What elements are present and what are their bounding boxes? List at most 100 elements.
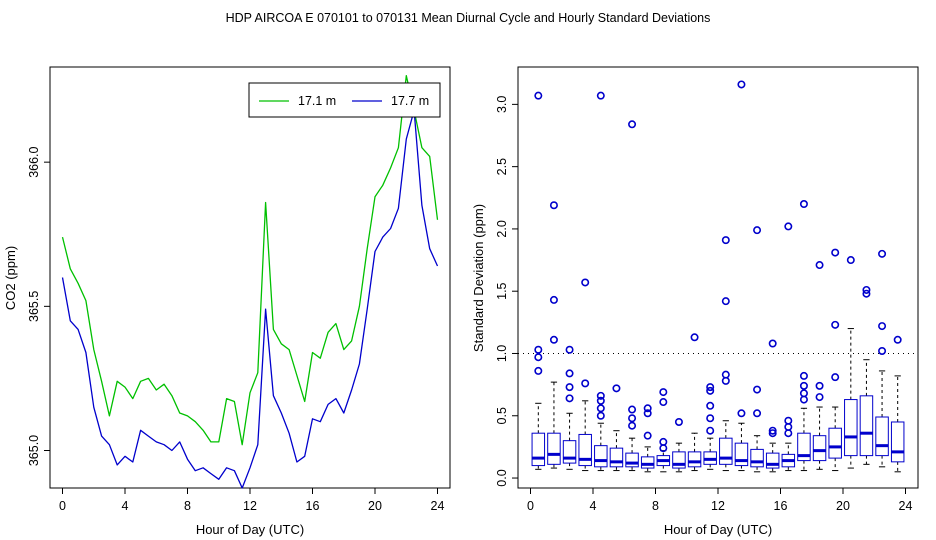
outlier-point [799,371,808,380]
outlier-point [753,226,762,235]
box-hour-11 [703,383,717,470]
x-tick-label: 16 [306,499,320,513]
outlier-point [643,409,652,418]
outlier-point [596,411,605,420]
legend-label-17-1m: 17.1 m [298,94,336,108]
y-tick-label: 1.5 [495,282,509,299]
outlier-point [549,335,558,344]
outlier-point [878,322,887,331]
box-hour-22 [875,249,889,468]
box-iqr [765,452,780,469]
outlier-point [862,285,871,294]
right-x-axis-label: Hour of Day (UTC) [664,522,772,537]
box-hour-17 [797,200,811,472]
outlier-point [878,249,887,258]
box-iqr [609,447,624,468]
mean-diurnal-cycle-panel: 0 4 8 12 16 20 24 365.0 365.5 366.0 Hour of Day … [3,66,451,537]
outlier-point [643,431,652,440]
outlier-point [846,256,855,265]
box-hour-3 [578,278,592,472]
box-iqr [578,433,592,467]
x-tick-label: 4 [122,499,129,513]
x-tick-label: 0 [527,499,534,513]
box-hour-16 [781,222,796,472]
outlier-point [706,386,715,395]
right-x-axis: 0 4 8 12 16 20 24 [527,488,912,513]
outlier-point [753,409,762,418]
outlier-point [815,393,824,402]
outlier-point [628,405,637,414]
outlier-point [831,248,840,257]
outlier-point [706,414,715,423]
outlier-point [799,381,808,390]
x-tick-label: 8 [652,499,659,513]
outlier-point [581,379,590,388]
y-tick-label: 1.0 [495,345,509,362]
outlier-point [815,261,824,270]
right-y-axis: 0.0 0.5 1.0 1.5 2.0 2.5 3.0 [495,96,518,487]
left-y-axis: 365.0 365.5 366.0 [27,146,50,466]
y-tick-label: 365.0 [27,435,41,466]
box-iqr [828,427,842,459]
box-iqr [547,432,561,465]
outlier-point [768,429,777,438]
outlier-point [784,416,793,425]
box-iqr [797,432,811,462]
outlier-point [549,295,558,304]
box-iqr [719,437,733,465]
left-x-axis: 0 4 8 12 16 20 24 [59,488,444,513]
outlier-point [862,289,871,298]
box-hour-13 [734,80,749,472]
box-hour-19 [828,248,842,472]
outlier-point [612,384,621,393]
outlier-point [659,437,668,446]
box-hour-1 [547,201,561,469]
outlier-point [596,396,605,405]
outlier-point [659,388,668,397]
box-iqr [687,451,702,468]
outlier-point [721,297,730,306]
series-line-0 [61,75,439,446]
y-tick-label: 366.0 [27,146,41,177]
outlier-point [659,398,668,407]
outlier-point [628,120,637,129]
box-iqr [734,442,749,467]
x-tick-label: 12 [711,499,725,513]
outlier-point [565,345,574,354]
left-x-axis-label: Hour of Day (UTC) [196,522,304,537]
outlier-point [878,346,887,355]
outlier-point [674,417,683,426]
box-hour-7 [640,404,655,473]
outlier-point [565,383,574,392]
series-line-1 [61,109,439,489]
box-iqr [750,448,764,468]
outlier-point [628,421,637,430]
box-iqr [672,451,686,469]
outlier-point [721,370,730,379]
outlier-point [643,404,652,413]
box-iqr [875,416,889,457]
box-iqr [844,399,858,457]
outlier-point [721,236,730,245]
box-hour-2 [562,345,577,470]
box-iqr [625,452,639,468]
outlier-point [799,200,808,209]
outlier-point [534,345,543,354]
outlier-point [565,369,574,378]
box-hour-12 [719,236,733,472]
outlier-point [534,91,543,100]
box-hour-21 [859,285,874,465]
outlier-point [690,333,699,342]
x-tick-label: 12 [243,499,257,513]
x-tick-label: 24 [899,499,913,513]
box-iqr [594,445,608,468]
outlier-point [549,201,558,210]
x-tick-label: 20 [368,499,382,513]
outlier-point [706,426,715,435]
box-hour-18 [812,261,827,470]
x-tick-label: 4 [590,499,597,513]
outlier-point [768,339,777,348]
y-tick-label: 365.5 [27,291,41,322]
right-plot-frame [517,66,919,489]
